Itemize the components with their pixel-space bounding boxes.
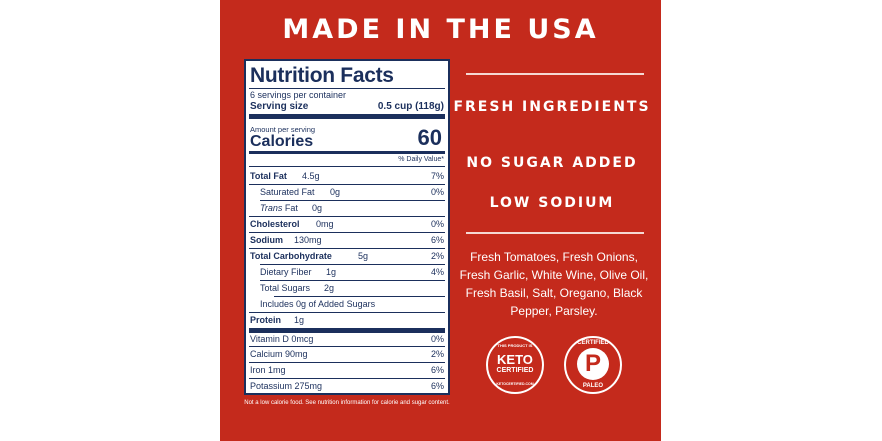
thick-divider: [249, 114, 445, 119]
dietary-fiber-label: Dietary Fiber: [260, 267, 312, 277]
vitamin-d-dv: 0%: [430, 334, 444, 344]
brush-divider-top: [466, 73, 644, 75]
keto-badge-top-text: THIS PRODUCT IS: [497, 343, 533, 348]
feature-low-sodium: LOW SODIUM: [489, 195, 615, 211]
trans-fat-amount: 0g: [312, 203, 323, 213]
saturated-fat-dv: 0%: [430, 187, 444, 197]
dietary-fiber-dv: 4%: [430, 267, 444, 277]
thick-divider: [249, 328, 445, 333]
divider: [249, 378, 445, 379]
divider: [249, 312, 445, 313]
protein-label: Protein: [250, 315, 282, 325]
total-fat-amount: 4.5g: [302, 171, 320, 181]
vitamin-d-label: Vitamin D 0mcg: [250, 334, 314, 344]
total-sugars-label: Total Sugars: [260, 283, 311, 293]
daily-value-header: % Daily Value*: [398, 156, 444, 163]
serving-size-label: Serving size: [250, 101, 309, 112]
total-carbohydrate-label: Total Carbohydrate: [250, 251, 332, 261]
calories-value: 60: [417, 125, 442, 150]
nutrition-facts-heading: Nutrition Facts: [250, 64, 394, 87]
saturated-fat-label: Saturated Fat: [260, 187, 315, 197]
cholesterol-label: Cholesterol: [250, 219, 300, 229]
paleo-badge-bottom-text: PALEO: [582, 383, 604, 389]
amount-per-serving: Amount per serving: [250, 125, 316, 134]
made-in-usa-title: MADE IN THE USA: [282, 14, 599, 45]
divider: [260, 264, 445, 265]
sodium-label: Sodium: [250, 235, 283, 245]
cholesterol-amount: 0mg: [316, 219, 334, 229]
potassium-label: Potassium 275mg: [250, 381, 323, 391]
divider: [249, 232, 445, 233]
brush-divider-bottom: [466, 232, 644, 234]
keto-badge-keto-text: KETO: [497, 352, 533, 367]
divider: [249, 346, 445, 347]
total-sugars-amount: 2g: [324, 283, 335, 293]
added-sugars-label: Includes 0g of Added Sugars: [260, 299, 376, 309]
total-carbohydrate-dv: 2%: [430, 251, 444, 261]
calories-label: Calories: [250, 133, 314, 150]
paleo-certified-badge: CERTIFIED P PALEO: [564, 336, 622, 394]
servings-per-container: 6 servings per container: [250, 90, 347, 100]
keto-badge-certified-text: CERTIFIED: [496, 367, 534, 374]
divider: [249, 166, 445, 167]
feature-fresh-ingredients: FRESH INGREDIENTS: [453, 99, 651, 115]
divider: [274, 296, 445, 297]
keto-certified-badge: THIS PRODUCT IS KETO CERTIFIED KETOCERTI…: [486, 336, 544, 394]
feature-no-sugar-added: NO SUGAR ADDED: [466, 155, 638, 171]
divider: [249, 248, 445, 249]
total-fat-label: Total Fat: [250, 171, 287, 181]
trans-fat-label: Trans Fat: [260, 203, 298, 213]
product-info-panel: MADE IN THE USA Nutrition Facts 6 servin…: [220, 0, 661, 441]
calcium-dv: 2%: [430, 349, 444, 359]
medium-divider: [249, 151, 445, 154]
serving-size-value: 0.5 cup (118g): [377, 101, 444, 112]
paleo-p-icon: P: [577, 348, 609, 380]
divider: [249, 362, 445, 363]
calcium-label: Calcium 90mg: [250, 349, 308, 359]
total-carbohydrate-amount: 5g: [358, 251, 369, 261]
keto-badge-bottom-text: KETOCERTIFIED.COM: [496, 382, 534, 386]
dietary-fiber-amount: 1g: [326, 267, 337, 277]
divider: [260, 200, 445, 201]
sodium-dv: 6%: [430, 235, 444, 245]
divider: [249, 88, 445, 89]
paleo-badge-top-text: CERTIFIED: [577, 340, 609, 346]
divider: [249, 184, 445, 185]
saturated-fat-amount: 0g: [330, 187, 341, 197]
cholesterol-dv: 0%: [430, 219, 444, 229]
nutrition-footnote: Not a low calorie food. See nutrition in…: [244, 400, 450, 406]
iron-dv: 6%: [430, 365, 444, 375]
divider: [249, 216, 445, 217]
divider: [260, 280, 445, 281]
iron-label: Iron 1mg: [250, 365, 286, 375]
ingredients-list: Fresh Tomatoes, Fresh Onions, Fresh Garl…: [459, 250, 649, 318]
protein-amount: 1g: [294, 315, 305, 325]
potassium-dv: 6%: [430, 381, 444, 391]
nutrition-facts-label: Nutrition Facts 6 servings per container…: [244, 59, 450, 395]
total-fat-dv: 7%: [430, 171, 444, 181]
sodium-amount: 130mg: [294, 235, 322, 245]
